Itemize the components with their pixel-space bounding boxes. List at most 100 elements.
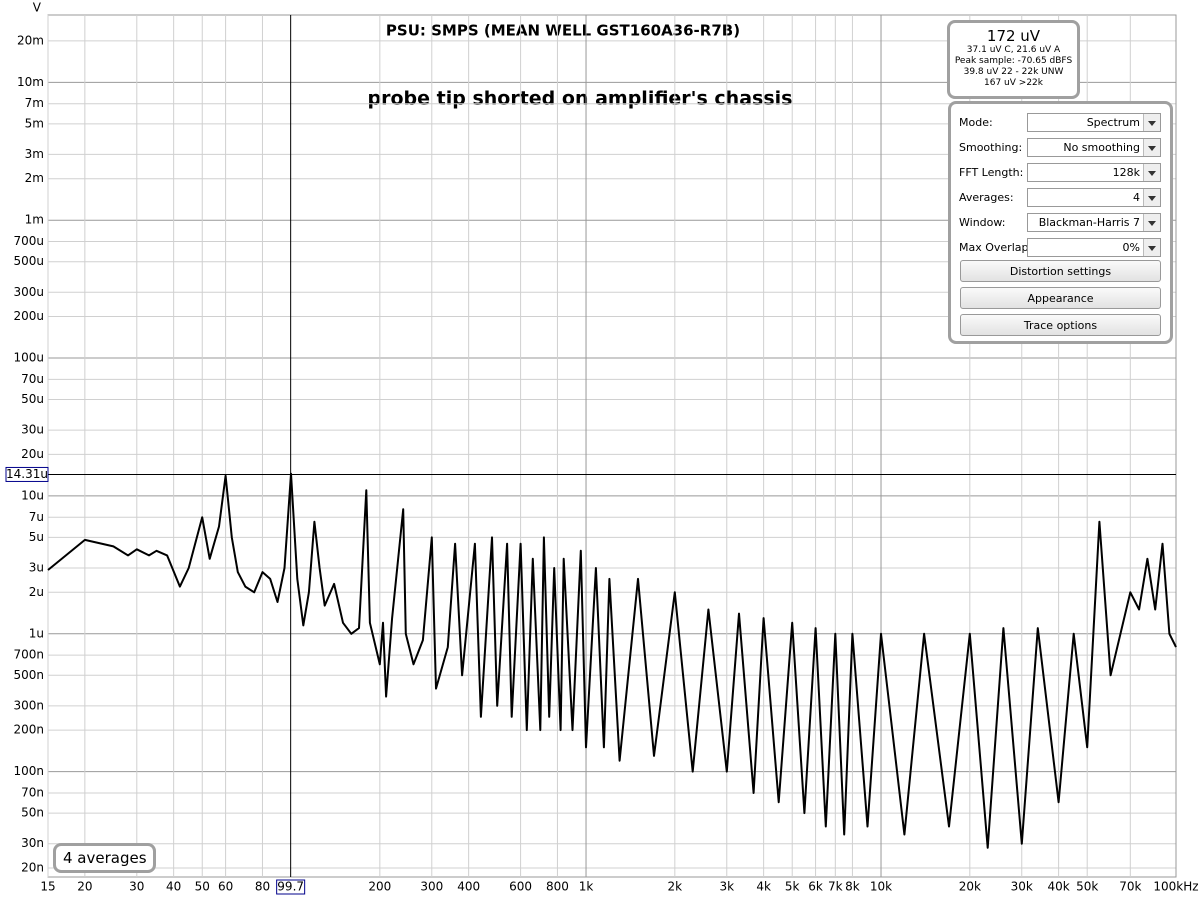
y-unit: V — [33, 1, 42, 15]
y-tick-label: 70u — [21, 372, 44, 386]
y-tick-label: 700u — [13, 234, 44, 248]
control-label: Averages: — [959, 191, 1014, 204]
cursor-y-box — [5, 466, 49, 482]
x-tick-label: 70k — [1119, 880, 1141, 894]
cursor-x-label: 99.7 — [277, 880, 304, 894]
dropdown-value: 4 — [1133, 191, 1140, 204]
dropdown-value: No smoothing — [1063, 141, 1140, 154]
y-tick-label: 1u — [29, 626, 44, 640]
x-tick-label: 60 — [218, 880, 233, 894]
dropdown-arrow — [1143, 214, 1160, 231]
readout: 172 uV 37.1 uV C, 21.6 uV A Peak sample: … — [947, 20, 1080, 99]
control-label: Smoothing: — [959, 141, 1023, 154]
x-tick-label: 4k — [756, 880, 771, 894]
x-tick-label: 7k — [828, 880, 843, 894]
readout-main: 172 uV — [986, 27, 1041, 45]
x-tick-label: 1k — [579, 880, 594, 894]
y-tick-label: 5m — [25, 116, 44, 130]
dropdown[interactable]: Blackman-Harris 7 — [1027, 213, 1161, 232]
y-tick-label: 200u — [13, 309, 44, 323]
y-tick-label: 50u — [21, 392, 44, 406]
y-tick-label: 500u — [13, 254, 44, 268]
dropdown-arrow — [1143, 239, 1160, 256]
y-tick-label: 7m — [25, 96, 44, 110]
y-tick-label: 500n — [13, 668, 44, 682]
x-tick-label: 5k — [785, 880, 800, 894]
y-tick-label: 100u — [13, 351, 44, 365]
control-panel: Mode: Spectrum Smoothing: No smoothing FFT L… — [948, 101, 1173, 344]
x-tick-label: 200 — [368, 880, 391, 894]
x-tick-label: 40k — [1048, 880, 1070, 894]
y-tick-label: 10u — [21, 488, 44, 502]
readout-line: Peak sample: -70.65 dBFS — [954, 56, 1073, 66]
x-tick-label: 20k — [959, 880, 981, 894]
x-tick-label: 600 — [509, 880, 532, 894]
averages-badge: 4 averages — [53, 843, 156, 873]
y-tick-label: 10m — [17, 75, 44, 89]
y-tick-label: 20m — [17, 33, 44, 47]
button[interactable]: Appearance — [960, 287, 1161, 309]
x-tick-label: 15 — [40, 880, 55, 894]
y-tick-label: 7u — [29, 510, 44, 524]
y-tick-label: 30n — [21, 836, 44, 850]
y-tick-label: 50n — [21, 806, 44, 820]
dropdown-value: Spectrum — [1086, 116, 1140, 129]
cursor-x-box — [276, 879, 306, 895]
y-tick-label: 1m — [25, 213, 44, 227]
dropdown[interactable]: 0% — [1027, 238, 1161, 257]
x-tick-label: 30 — [129, 880, 144, 894]
y-tick-label: 5u — [29, 530, 44, 544]
x-tick-label: 3k — [719, 880, 734, 894]
annotation: probe tip shorted on amplifier's chassis — [368, 88, 793, 110]
x-tick-label: 8k — [845, 880, 860, 894]
x-tick-label: 100kHz — [1153, 880, 1198, 894]
y-tick-label: 300n — [13, 698, 44, 712]
y-tick-label: 20u — [21, 447, 44, 461]
y-tick-label: 700n — [13, 648, 44, 662]
y-tick-label: 3u — [29, 560, 44, 574]
x-tick-label: 2k — [668, 880, 683, 894]
control-label: Window: — [959, 216, 1006, 229]
button[interactable]: Trace options — [960, 314, 1161, 336]
y-tick-label: 2u — [29, 585, 44, 599]
dropdown-arrow — [1143, 164, 1160, 181]
x-tick-label: 30k — [1011, 880, 1033, 894]
dropdown[interactable]: 128k — [1027, 163, 1161, 182]
control-label: Mode: — [959, 116, 993, 129]
x-tick-label: 50 — [195, 880, 210, 894]
dropdown[interactable]: Spectrum — [1027, 113, 1161, 132]
dropdown-arrow — [1143, 114, 1160, 131]
cursor-y-label: 14.31u — [6, 467, 48, 481]
dropdown-value: 0% — [1122, 241, 1140, 254]
x-tick-label: 400 — [457, 880, 480, 894]
dropdown[interactable]: No smoothing — [1027, 138, 1161, 157]
y-tick-label: 3m — [25, 147, 44, 161]
dropdown[interactable]: 4 — [1027, 188, 1161, 207]
y-tick-label: 20n — [21, 860, 44, 874]
x-tick-label: 40 — [166, 880, 181, 894]
x-tick-label: 800 — [546, 880, 569, 894]
dropdown-value: Blackman-Harris 7 — [1038, 216, 1140, 229]
y-tick-label: 70n — [21, 785, 44, 799]
x-tick-label: 50k — [1076, 880, 1098, 894]
chart-title: PSU: SMPS (MEAN WELL GST160A36-R7B) — [386, 22, 740, 40]
x-tick-label: 20 — [77, 880, 92, 894]
y-tick-label: 30u — [21, 423, 44, 437]
readout-line: 37.1 uV C, 21.6 uV A — [966, 45, 1061, 55]
x-tick-label: 6k — [808, 880, 823, 894]
y-tick-label: 100n — [13, 764, 44, 778]
y-tick-label: 300u — [13, 285, 44, 299]
x-tick-label: 10k — [870, 880, 892, 894]
readout-line: 39.8 uV 22 - 22k UNW — [963, 67, 1064, 77]
control-label: Max Overlap: — [959, 241, 1033, 254]
dropdown-value: 128k — [1112, 166, 1140, 179]
y-tick-label: 2m — [25, 171, 44, 185]
readout-line: 167 uV >22k — [984, 78, 1043, 88]
y-tick-label: 200n — [13, 723, 44, 737]
spectrum-line — [47, 472, 1177, 849]
dropdown-arrow — [1143, 189, 1160, 206]
dropdown-arrow — [1143, 139, 1160, 156]
button[interactable]: Distortion settings — [960, 260, 1161, 282]
x-tick-label: 300 — [420, 880, 443, 894]
